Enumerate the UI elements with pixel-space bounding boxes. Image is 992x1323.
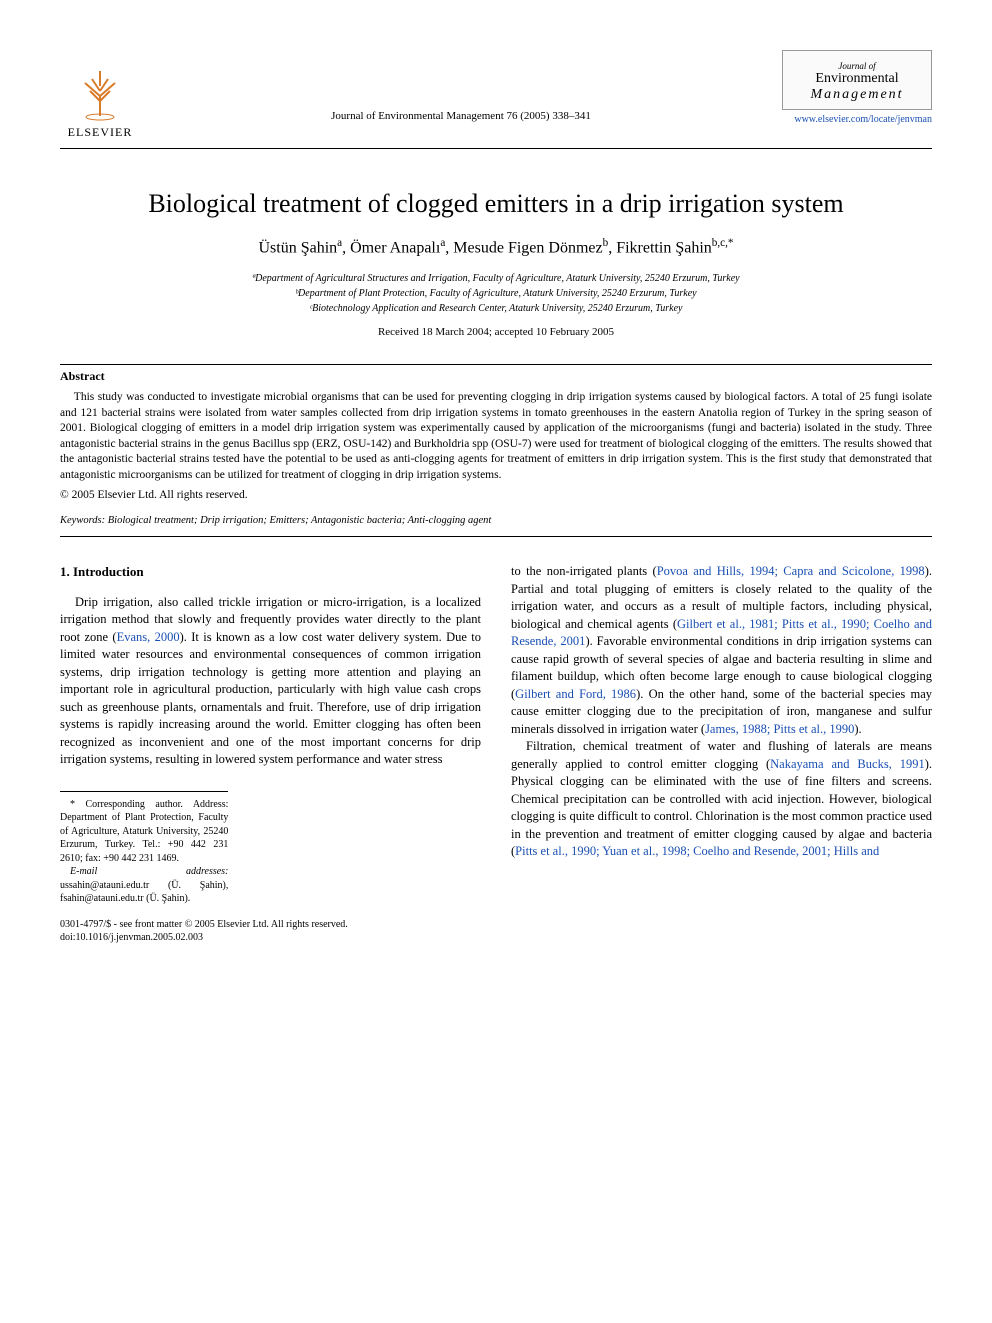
pre-abstract-rule xyxy=(60,364,932,365)
p1-post: ). It is known as a low cost water deliv… xyxy=(60,630,481,767)
left-column: 1. Introduction Drip irrigation, also ca… xyxy=(60,563,481,944)
journal-title-line1: Environmental xyxy=(791,71,923,87)
journal-cover-block: Journal of Environmental Management www.… xyxy=(782,50,932,125)
rc-p1-pre: to the non-irrigated plants ( xyxy=(511,564,657,578)
publisher-name: ELSEVIER xyxy=(68,125,133,140)
affiliation-b: ᵇDepartment of Plant Protection, Faculty… xyxy=(60,286,932,301)
abstract-copyright: © 2005 Elsevier Ltd. All rights reserved… xyxy=(60,489,932,501)
elsevier-tree-icon xyxy=(70,61,130,121)
authors-line: Üstün Şahina, Ömer Anapalıa, Mesude Fige… xyxy=(60,237,932,257)
doi-line: doi:10.1016/j.jenvman.2005.02.003 xyxy=(60,931,481,945)
intro-paragraph-1-cont: to the non-irrigated plants (Povoa and H… xyxy=(511,563,932,738)
abstract-heading: Abstract xyxy=(60,369,932,384)
body-columns: 1. Introduction Drip irrigation, also ca… xyxy=(60,563,932,944)
journal-pretitle: Journal of xyxy=(791,61,923,71)
keywords-label: Keywords: xyxy=(60,515,105,526)
abstract-text: This study was conducted to investigate … xyxy=(60,390,932,483)
front-matter-line: 0301-4797/$ - see front matter © 2005 El… xyxy=(60,918,481,932)
rc-p1-end: ). xyxy=(854,722,861,736)
journal-url[interactable]: www.elsevier.com/locate/jenvman xyxy=(782,114,932,125)
ref-evans-2000[interactable]: Evans, 2000 xyxy=(117,630,180,644)
article-title: Biological treatment of clogged emitters… xyxy=(60,189,932,219)
ref-gilbert-ford[interactable]: Gilbert and Ford, 1986 xyxy=(515,687,636,701)
intro-paragraph-1: Drip irrigation, also called trickle irr… xyxy=(60,594,481,769)
top-rule xyxy=(60,148,932,149)
article-dates: Received 18 March 2004; accepted 10 Febr… xyxy=(60,326,932,338)
right-column: to the non-irrigated plants (Povoa and H… xyxy=(511,563,932,944)
corresponding-author-note: * Corresponding author. Address: Departm… xyxy=(60,798,228,866)
doi-block: 0301-4797/$ - see front matter © 2005 El… xyxy=(60,918,481,945)
affiliations: ªDepartment of Agricultural Structures a… xyxy=(60,271,932,316)
abstract-body: This study was conducted to investigate … xyxy=(60,390,932,483)
footnotes: * Corresponding author. Address: Departm… xyxy=(60,791,228,906)
publisher-logo: ELSEVIER xyxy=(60,50,140,140)
affiliation-c: ᶜBiotechnology Application and Research … xyxy=(60,301,932,316)
journal-url-text: www.elsevier.com/locate/jenvman xyxy=(794,114,932,125)
keywords-list: Biological treatment; Drip irrigation; E… xyxy=(108,515,492,526)
page-header: ELSEVIER Journal of Environmental Manage… xyxy=(60,50,932,140)
ref-povoa-capra[interactable]: Povoa and Hills, 1994; Capra and Scicolo… xyxy=(657,564,925,578)
post-abstract-rule xyxy=(60,536,932,537)
journal-title-line2: Management xyxy=(791,87,923,103)
journal-cover-box: Journal of Environmental Management xyxy=(782,50,932,110)
ref-nakayama-bucks[interactable]: Nakayama and Bucks, 1991 xyxy=(770,757,925,771)
ref-pitts-yuan-coelho-hills[interactable]: Pitts et al., 1990; Yuan et al., 1998; C… xyxy=(515,844,879,858)
ref-james-pitts[interactable]: James, 1988; Pitts et al., 1990 xyxy=(705,722,854,736)
intro-paragraph-2: Filtration, chemical treatment of water … xyxy=(511,738,932,861)
email-values: ussahin@atauni.edu.tr (Ü. Şahin), fsahin… xyxy=(60,880,228,905)
journal-reference: Journal of Environmental Management 76 (… xyxy=(140,50,782,122)
section-1-heading: 1. Introduction xyxy=(60,563,481,581)
affiliation-a: ªDepartment of Agricultural Structures a… xyxy=(60,271,932,286)
email-label: E-mail addresses: xyxy=(70,866,228,877)
keywords-line: Keywords: Biological treatment; Drip irr… xyxy=(60,515,932,526)
email-addresses: E-mail addresses: ussahin@atauni.edu.tr … xyxy=(60,865,228,906)
